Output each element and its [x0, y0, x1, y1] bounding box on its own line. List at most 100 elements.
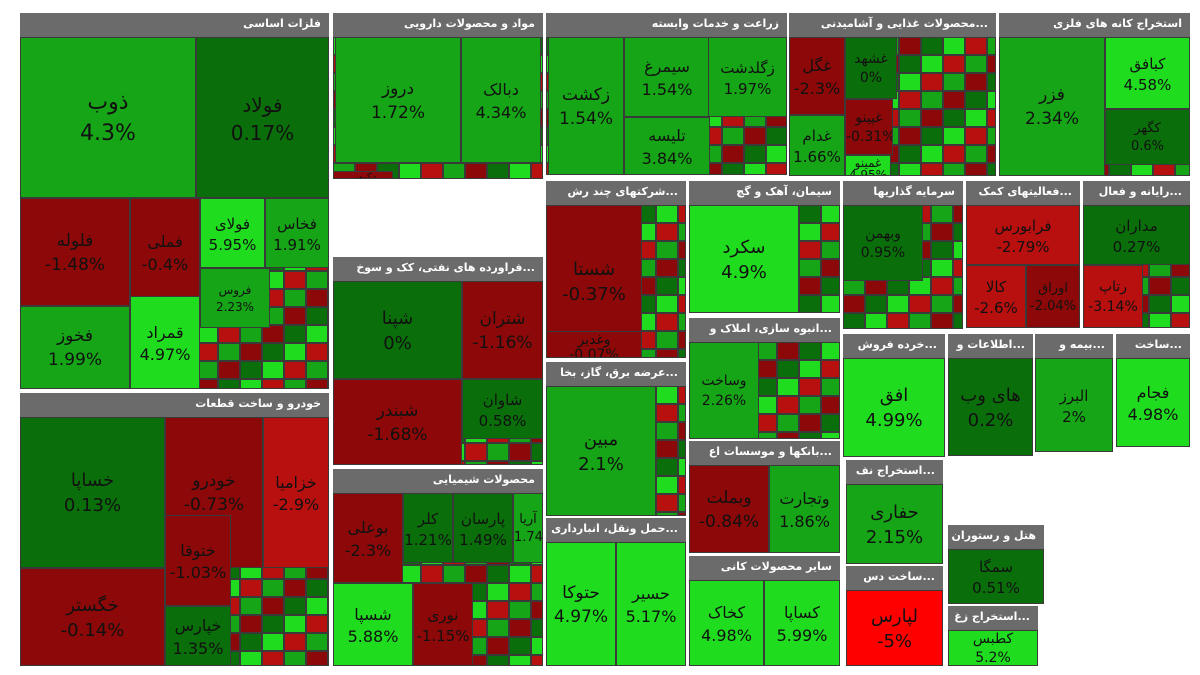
stock-tile[interactable]: اوراق -2.04%	[1026, 265, 1080, 328]
stock-tile[interactable]: کلر 1.21%	[403, 493, 453, 563]
small-tile	[943, 55, 965, 73]
small-tile	[887, 295, 909, 313]
stock-tile[interactable]: فلوله -1.48%	[20, 198, 130, 306]
sector-title: بیمه و...	[1035, 334, 1113, 356]
stock-tile[interactable]: کگهر 0.6%	[1105, 109, 1190, 165]
stock-tile[interactable]: کخاک 4.98%	[689, 580, 764, 666]
small-tile	[531, 443, 543, 461]
stock-tile[interactable]: غگل -2.3%	[789, 37, 845, 115]
stock-tile[interactable]: فزر 2.34%	[999, 37, 1105, 176]
stock-tile[interactable]: شسپا 5.88%	[333, 583, 413, 666]
stock-tile[interactable]: نوری -1.15%	[413, 583, 473, 666]
stock-tile[interactable]: کالا -2.6%	[966, 265, 1026, 328]
sector-title: فلزات اساسی	[20, 13, 329, 35]
stock-tile[interactable]: کساپا 5.99%	[764, 580, 840, 666]
stock-tile[interactable]: لپارس -5%	[846, 590, 943, 666]
stock-tile[interactable]: خساپا 0.13%	[20, 417, 165, 568]
stock-tile[interactable]: دبالک 4.34%	[461, 37, 541, 163]
stock-tile[interactable]: فولاد 0.17%	[196, 37, 329, 198]
small-tile	[284, 579, 306, 597]
tile-symbol: خزامیا	[275, 472, 317, 492]
stock-tile[interactable]: غدام 1.66%	[789, 115, 845, 176]
stock-tile[interactable]: غپینو -0.31%	[845, 99, 893, 155]
stock-tile[interactable]: شاوان 0.58%	[462, 379, 543, 439]
small-tile	[656, 205, 678, 223]
tile-change: -1.15%	[416, 627, 470, 645]
stock-tile[interactable]: شبندر -1.68%	[333, 379, 462, 465]
stock-tile[interactable]: فخوز 1.99%	[20, 306, 130, 389]
stock-tile[interactable]: وساخت 2.26%	[689, 342, 759, 439]
stock-tile[interactable]: سکرد 4.9%	[689, 205, 799, 313]
stock-tile[interactable]: های وب 0.2%	[948, 358, 1033, 456]
small-tile	[678, 349, 686, 358]
stock-tile[interactable]: آریا 1.74%	[513, 493, 543, 563]
stock-tile[interactable]: حسیر 5.17%	[616, 542, 686, 666]
stock-tile[interactable]: سمگا 0.51%	[948, 549, 1044, 604]
tile-symbol: نوری	[427, 606, 459, 624]
stock-tile[interactable]: ذوب 4.3%	[20, 37, 196, 198]
small-tile	[821, 205, 840, 223]
stock-tile[interactable]: دروز 1.72%	[335, 37, 461, 163]
stock-tile[interactable]: مبین 2.1%	[546, 386, 656, 516]
small-tile	[821, 295, 840, 313]
stock-tile[interactable]: فولای 5.95%	[200, 198, 265, 268]
tile-symbol: شاوان	[482, 390, 523, 409]
stock-tile[interactable]: وغدیر -0.07%	[546, 331, 642, 358]
stock-tile[interactable]: حفاری 2.15%	[846, 484, 943, 564]
stock-tile[interactable]: فخاس 1.91%	[265, 198, 329, 268]
stock-tile[interactable]: فروس 2.23%	[200, 268, 270, 328]
tile-change: 2.1%	[578, 453, 624, 475]
small-tile	[953, 313, 963, 329]
stock-tile[interactable]: افق 4.99%	[843, 358, 945, 457]
small-tile	[487, 443, 509, 461]
tile-change: 5.88%	[347, 627, 399, 647]
stock-tile[interactable]: تلیسه 3.84%	[624, 117, 710, 175]
stock-tile[interactable]: فجام 4.98%	[1116, 358, 1190, 447]
tile-symbol: غپینو	[855, 109, 883, 126]
tile-change: 1.49%	[459, 530, 507, 549]
stock-tile[interactable]: ختوقا -1.03%	[165, 515, 231, 606]
stock-tile[interactable]: زگلدشت 1.97%	[708, 37, 787, 117]
stock-tile[interactable]: پارسان 1.49%	[453, 493, 513, 563]
stock-tile[interactable]: رتاپ -3.14%	[1083, 265, 1143, 328]
tile-symbol: زگلدشت	[720, 58, 775, 77]
tile-change: 0.51%	[972, 579, 1020, 597]
stock-tile[interactable]: قمراد 4.97%	[130, 296, 200, 389]
small-tile	[656, 259, 678, 277]
small-tile	[843, 295, 865, 313]
stock-tile[interactable]: مداران 0.27%	[1083, 205, 1190, 265]
stock-tile[interactable]: دکیمی-0.34%	[333, 171, 393, 179]
stock-tile[interactable]: سیمرغ 1.54%	[624, 37, 710, 117]
small-tile	[965, 109, 987, 127]
stock-tile[interactable]: فملی -0.4%	[130, 198, 200, 306]
stock-tile[interactable]: حتوکا 4.97%	[546, 542, 616, 666]
stock-tile[interactable]: شتران -1.16%	[462, 281, 543, 379]
small-tile	[218, 361, 240, 379]
stock-tile[interactable]: وبهمن 0.95%	[843, 205, 923, 281]
stock-tile[interactable]: کطبس 5.2%	[948, 630, 1038, 666]
tile-change: 3.84%	[641, 148, 693, 168]
stock-tile[interactable]: بوعلی -2.3%	[333, 493, 403, 583]
stock-tile[interactable]: وبملت -0.84%	[689, 465, 769, 553]
stock-tile[interactable]: کبافق 4.58%	[1105, 37, 1190, 109]
sector-block: فلزات اساسی ذوب 4.3% فولاد 0.17% فلوله -1.48% ف…	[20, 13, 329, 389]
sector-title: فراورده های نفتی، کک و سوخ...	[333, 257, 543, 279]
tile-symbol: شپنا	[381, 307, 414, 329]
stock-tile[interactable]: زکشت 1.54%	[548, 37, 624, 175]
sector-title: انبوه سازی، املاک و...	[689, 318, 840, 340]
sector-title: استخراج زغ...	[948, 606, 1038, 628]
stock-tile[interactable]: البرز 2%	[1035, 358, 1113, 452]
small-tile	[306, 307, 328, 325]
stock-tile[interactable]: خپارس 1.35%	[165, 606, 231, 666]
sector-title: محصولات شیمیایی	[333, 469, 543, 491]
stock-tile[interactable]: غشهد 0%	[845, 37, 897, 99]
stock-tile[interactable]: غمینو 4.95%	[845, 155, 891, 176]
tile-change: 0.13%	[63, 495, 122, 517]
stock-tile[interactable]: وتجارت 1.86%	[769, 465, 840, 553]
stock-tile[interactable]: خگستر -0.14%	[20, 568, 165, 666]
small-tile	[965, 55, 987, 73]
small-tile	[899, 91, 921, 109]
stock-tile[interactable]: خزامیا -2.9%	[263, 417, 329, 568]
stock-tile[interactable]: فرابورس -2.79%	[966, 205, 1080, 265]
stock-tile[interactable]: شپنا 0%	[333, 281, 462, 379]
